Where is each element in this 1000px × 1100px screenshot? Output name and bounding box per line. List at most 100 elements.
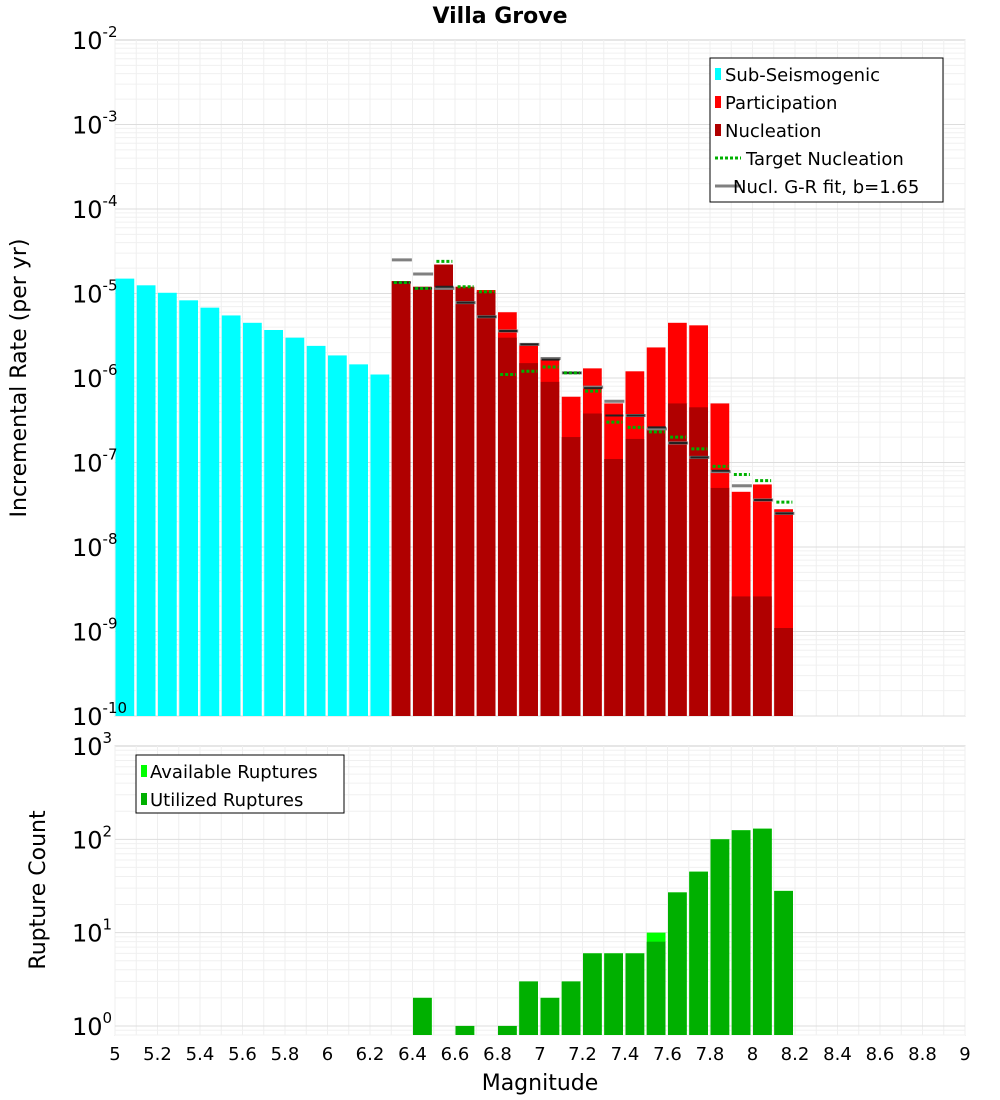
sub-seismogenic-bar — [179, 300, 198, 716]
y-tick-label: 10-2 — [72, 23, 118, 55]
x-tick-label: 8 — [747, 1044, 758, 1065]
x-tick-label: 6.4 — [398, 1044, 427, 1065]
utilized-ruptures-bar — [710, 839, 730, 1035]
legend-swatch — [715, 68, 721, 80]
count-y-ticks: 100 101 102 103 — [72, 729, 112, 1041]
y-tick-label: 10-4 — [72, 192, 118, 224]
x-tick-label: 7.6 — [653, 1044, 682, 1065]
x-tick-label: 8.2 — [781, 1044, 810, 1065]
x-tick-label: 5 — [109, 1044, 120, 1065]
utilized-ruptures-bar — [774, 890, 793, 1035]
sub-seismogenic-bar — [306, 345, 326, 716]
sub-seismogenic-bar — [349, 364, 368, 716]
sub-seismogenic-bar — [243, 322, 262, 716]
rate-bars — [115, 258, 795, 716]
sub-seismogenic-bar — [115, 278, 135, 716]
nucleation-bar — [434, 264, 453, 716]
utilized-ruptures-bar — [731, 830, 751, 1035]
y-tick-label: 10-7 — [72, 446, 118, 478]
x-tick-label: 5.8 — [271, 1044, 300, 1065]
legend-swatch — [141, 793, 147, 805]
nucleation-bar — [689, 407, 708, 716]
legend-label: Available Ruptures — [150, 762, 318, 783]
nucleation-bar — [476, 291, 496, 716]
utilized-ruptures-bar — [498, 1025, 517, 1035]
legend-box — [709, 57, 944, 203]
x-tick-label: 6.2 — [356, 1044, 385, 1065]
sub-seismogenic-bar — [370, 374, 390, 716]
utilized-ruptures-bar — [583, 953, 602, 1035]
y-tick-label: 100 — [72, 1009, 112, 1041]
x-tick-label: 5.2 — [143, 1044, 172, 1065]
rate-legend: Sub-Seismogenic Participation Nucleation Ta… — [709, 57, 944, 203]
nucleation-bar — [561, 437, 581, 716]
x-tick-label: 8.8 — [908, 1044, 937, 1065]
utilized-ruptures-bar — [455, 1025, 475, 1035]
y-tick-label: 10-3 — [72, 108, 118, 140]
utilized-ruptures-bar — [625, 953, 645, 1035]
sub-seismogenic-bar — [158, 292, 177, 716]
nucleation-bar — [583, 413, 602, 716]
utilized-ruptures-bar — [753, 828, 772, 1035]
utilized-ruptures-bar — [561, 981, 581, 1035]
legend-label: Utilized Ruptures — [150, 790, 303, 811]
legend-box — [135, 754, 345, 814]
x-axis-label: Magnitude — [482, 1071, 599, 1096]
legend-label: Nucl. G-R fit, b=1.65 — [733, 177, 919, 198]
rate-y-ticks: 10-10 10-9 10-8 10-7 10-6 10-5 10-4 10-3 10-2 — [72, 23, 127, 731]
nucleation-bar — [731, 596, 751, 716]
y-tick-label: 10-6 — [72, 361, 118, 393]
sub-seismogenic-bar — [136, 285, 156, 716]
x-tick-label: 6 — [322, 1044, 333, 1065]
y-tick-label: 10-5 — [72, 277, 118, 309]
utilized-ruptures-bar — [646, 941, 666, 1035]
count-y-axis-label: Rupture Count — [26, 810, 51, 970]
utilized-ruptures-bar — [540, 997, 560, 1035]
legend-swatch — [141, 765, 147, 777]
y-tick-label: 103 — [72, 729, 112, 761]
x-axis-ticks: 5 5.2 5.4 5.6 5.8 6 6.2 6.4 6.6 6.8 7 7.2 7.4 7.6 7.8 8… — [109, 1044, 970, 1065]
rate-y-axis-label: Incremental Rate (per yr) — [7, 239, 32, 518]
y-tick-label: 10-10 — [72, 699, 127, 731]
utilized-ruptures-bar — [413, 997, 432, 1035]
y-tick-label: 10-9 — [72, 615, 118, 647]
nucleation-bar — [625, 438, 645, 716]
sub-seismogenic-bar — [328, 355, 347, 716]
x-tick-label: 8.6 — [866, 1044, 895, 1065]
legend-label: Participation — [725, 93, 837, 114]
nucleation-bar — [604, 459, 623, 716]
utilized-ruptures-bar — [519, 981, 538, 1035]
x-tick-label: 8.4 — [823, 1044, 852, 1065]
y-tick-label: 101 — [72, 916, 112, 948]
utilized-ruptures-bar — [604, 953, 623, 1035]
x-tick-label: 9 — [959, 1044, 970, 1065]
nucleation-bar — [753, 596, 772, 716]
nucleation-bar — [710, 487, 730, 716]
nucleation-bar — [668, 403, 687, 716]
x-tick-label: 7.4 — [611, 1044, 640, 1065]
count-plot: 100 101 102 103 5 5.2 5.4 5.6 5.8 6 6.2 6.4 6.6 6.8 7… — [26, 729, 971, 1096]
sub-seismogenic-bar — [221, 315, 241, 716]
y-tick-label: 10-8 — [72, 530, 118, 562]
legend-swatch — [715, 124, 721, 136]
nucleation-bar — [774, 628, 793, 716]
x-tick-label: 7.8 — [696, 1044, 725, 1065]
count-bars — [413, 828, 793, 1035]
nucleation-bar — [519, 363, 538, 716]
chart-title: Villa Grove — [432, 4, 567, 29]
x-tick-label: 5.4 — [186, 1044, 215, 1065]
x-tick-label: 7.2 — [568, 1044, 597, 1065]
x-tick-label: 6.8 — [483, 1044, 512, 1065]
utilized-ruptures-bar — [668, 892, 687, 1035]
legend-swatch — [715, 96, 721, 108]
nucleation-bar — [646, 428, 666, 716]
count-legend: Available Ruptures Utilized Ruptures — [135, 754, 345, 814]
nucleation-bar — [498, 337, 517, 716]
y-tick-label: 102 — [72, 822, 112, 854]
utilized-ruptures-bar — [689, 871, 708, 1035]
nucleation-bar — [455, 286, 475, 716]
x-tick-label: 5.6 — [228, 1044, 257, 1065]
legend-label: Nucleation — [725, 121, 821, 142]
x-tick-label: 6.6 — [441, 1044, 470, 1065]
sub-seismogenic-bar — [264, 329, 283, 716]
